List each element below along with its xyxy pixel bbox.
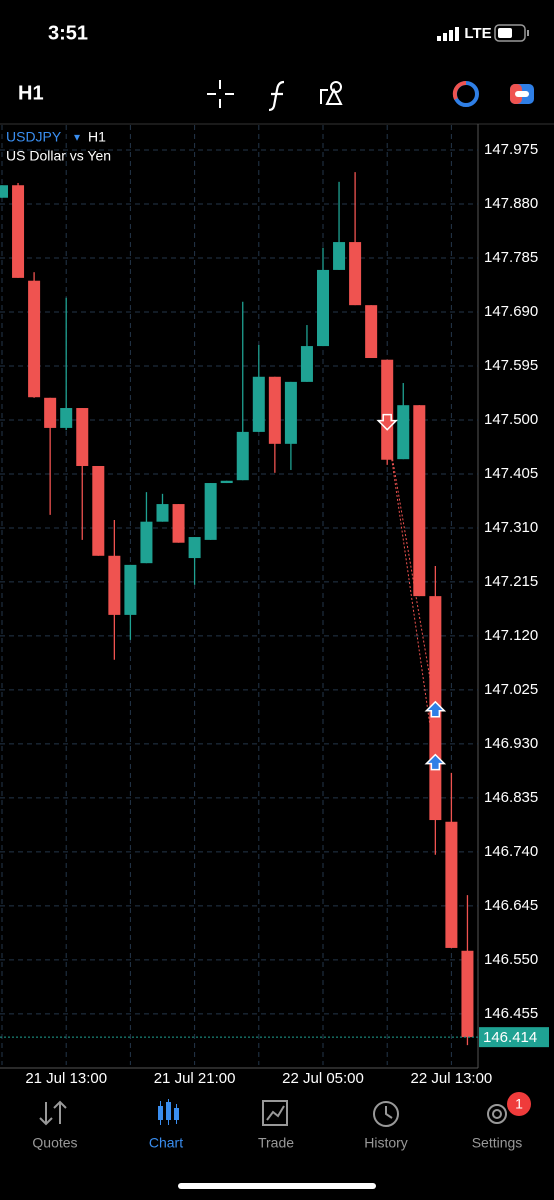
candle-body (0, 185, 8, 198)
candle-body (252, 376, 265, 432)
candle-body (12, 185, 25, 278)
nav-label[interactable]: History (364, 1135, 408, 1151)
candle-body (300, 346, 313, 382)
plot (0, 125, 478, 1065)
nav-label[interactable]: Quotes (32, 1135, 77, 1151)
badge (507, 1092, 531, 1116)
y-tick-label: 146.835 (484, 789, 538, 806)
indicators-button[interactable] (268, 80, 285, 112)
y-tick-label: 146.740 (484, 843, 538, 860)
signal (437, 27, 459, 41)
candle-body (381, 359, 394, 460)
candle-body (349, 242, 362, 306)
switch-button[interactable] (510, 84, 534, 104)
candle-body (413, 405, 426, 597)
candle-body (124, 564, 137, 615)
y-tick-label: 147.500 (484, 411, 538, 428)
chart-symbol[interactable]: USDJPY (6, 129, 62, 145)
chart-timeframe: H1 (88, 129, 106, 145)
trade-link (386, 427, 436, 763)
y-tick-label: 147.215 (484, 573, 538, 590)
y-tick-label: 147.310 (484, 519, 538, 536)
candle-body (284, 381, 297, 444)
nav-icons (39, 1100, 507, 1127)
chart-nav-icon (158, 1099, 179, 1125)
y-tick-label: 146.930 (484, 735, 538, 752)
status-time: 3:51 (48, 22, 88, 44)
candle-body (317, 269, 329, 347)
y-tick-label: 146.550 (484, 951, 538, 968)
candle-body (333, 242, 346, 270)
x-tick-label: 21 Jul 21:00 (154, 1070, 236, 1087)
objects-button[interactable] (320, 81, 343, 105)
y-tick-label: 147.595 (484, 357, 538, 374)
y-tick-label: 147.975 (484, 141, 538, 158)
candle-body (365, 305, 378, 359)
trade-button[interactable] (452, 80, 479, 107)
y-tick-label: 147.120 (484, 627, 538, 644)
candle-body (108, 555, 121, 615)
status-network: LTE (464, 25, 491, 42)
y-tick-label: 146.455 (484, 1005, 538, 1022)
nav-label[interactable]: Settings (472, 1135, 523, 1151)
candle-body (76, 408, 89, 466)
last-price-box (479, 1027, 549, 1048)
y-tick-label: 147.405 (484, 465, 538, 482)
chart-symbol-arrow[interactable]: ▾ (74, 130, 80, 144)
buy-arrow (424, 753, 447, 771)
candle-body (60, 408, 73, 428)
buy-arrow (424, 700, 447, 718)
x-tick-label: 22 Jul 05:00 (282, 1070, 364, 1087)
y-tick-label: 147.690 (484, 303, 538, 320)
candle-body (461, 950, 474, 1038)
x-tick-label: 21 Jul 13:00 (25, 1070, 107, 1087)
trade-link (386, 427, 436, 710)
nav-label[interactable]: Chart (149, 1135, 183, 1151)
candle-body (220, 480, 233, 484)
nav-label[interactable]: Trade (258, 1135, 294, 1151)
candle-body (397, 405, 410, 460)
home-indicator (178, 1183, 376, 1189)
candle-body (92, 465, 105, 556)
candle-body (172, 504, 185, 543)
crosshair-button[interactable] (207, 80, 234, 108)
y-tick-label: 147.025 (484, 681, 538, 698)
toolbar-timeframe[interactable]: H1 (18, 82, 44, 104)
sell-arrow (376, 413, 399, 431)
candle-body (188, 537, 201, 559)
badge-count: 1 (515, 1096, 523, 1112)
x-tick-label: 22 Jul 13:00 (411, 1070, 493, 1087)
candle-body (156, 504, 169, 522)
battery (494, 24, 529, 42)
y-tick-label: 147.880 (484, 195, 538, 212)
y-tick-label: 146.645 (484, 897, 538, 914)
chart-subtitle: US Dollar vs Yen (6, 148, 111, 164)
candle-body (28, 280, 41, 398)
candle-body (236, 431, 249, 481)
y-tick-label: 147.785 (484, 249, 538, 266)
candle-body (204, 483, 217, 540)
last-price-label: 146.414 (483, 1029, 537, 1046)
candle-body (268, 376, 281, 444)
candle-body (140, 521, 153, 564)
candle-body (445, 821, 458, 948)
candle-body (44, 397, 57, 428)
